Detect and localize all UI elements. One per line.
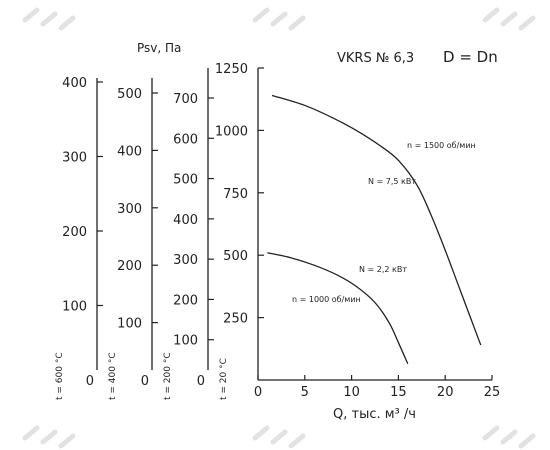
temp-tick-label: 200 bbox=[173, 293, 198, 308]
annotation-power-7-5: N = 7,5 кВт bbox=[368, 177, 416, 186]
x-axis-title: Q, тыс. м³ /ч bbox=[333, 407, 416, 422]
temp-tick-label: 0 bbox=[86, 374, 94, 389]
annotation-power-2-2: N = 2,2 кВт bbox=[359, 265, 407, 274]
temp-tick-label: 300 bbox=[173, 253, 198, 268]
temp-tick-label: 600 bbox=[173, 132, 198, 147]
temp-tick-label: 200 bbox=[62, 225, 87, 240]
y-tick-label: 1000 bbox=[215, 124, 248, 139]
temp-tick-label: 200 bbox=[117, 259, 142, 274]
curves bbox=[267, 94, 482, 365]
x-tick-label: 20 bbox=[437, 385, 454, 400]
temp-tick-label: 500 bbox=[173, 173, 198, 188]
temp-tick-label: 300 bbox=[117, 202, 142, 217]
chart-title: VKRS № 6,3 bbox=[337, 51, 414, 66]
x-tick-label: 15 bbox=[390, 385, 407, 400]
main-axes bbox=[257, 68, 492, 381]
x-tick-label: 10 bbox=[343, 385, 360, 400]
temp-tick-label: 400 bbox=[117, 144, 142, 159]
y-tick-label: 750 bbox=[223, 187, 248, 202]
temp-tick-label: 100 bbox=[62, 300, 87, 315]
annotation-speed-1000: n = 1000 об/мин bbox=[292, 295, 361, 304]
x-tick-label: 0 bbox=[254, 385, 262, 400]
y-tick-group: 250 500 750 1000 1250 bbox=[215, 62, 264, 327]
temp-tick-label: 400 bbox=[62, 76, 87, 91]
y-tick-label: 500 bbox=[223, 249, 248, 264]
temp-tick-label: 100 bbox=[117, 317, 142, 332]
temperature-axes: 0 100 200 300 400 0 100 200 300 400 500 0 100 200 300 4… bbox=[55, 68, 229, 400]
temperature-label: t = 600 °C bbox=[55, 352, 65, 400]
temp-tick-label: 400 bbox=[173, 213, 198, 228]
chart-subtitle: D = Dn bbox=[443, 48, 498, 66]
temp-tick-label: 0 bbox=[197, 374, 205, 389]
temp-tick-label: 700 bbox=[173, 92, 198, 107]
x-tick-label: 25 bbox=[484, 385, 501, 400]
temperature-label: t = 200 °C bbox=[163, 352, 173, 400]
temp-tick-label: 300 bbox=[62, 151, 87, 166]
x-tick-label: 5 bbox=[301, 385, 309, 400]
y-tick-label: 1250 bbox=[215, 62, 248, 77]
y-axis-title: Psv, Па bbox=[137, 41, 181, 55]
annotation-speed-1500: n = 1500 об/мин bbox=[407, 141, 476, 150]
series-line-1500-rpm bbox=[271, 94, 482, 346]
x-tick-group: 0 5 10 15 20 25 bbox=[254, 375, 500, 400]
temp-tick-label: 100 bbox=[173, 334, 198, 349]
series-line-1000-rpm bbox=[267, 252, 409, 365]
temperature-label: t = 400 °C bbox=[108, 352, 118, 400]
temperature-label: t = 20 °C bbox=[219, 358, 229, 400]
temp-tick-label: 500 bbox=[117, 87, 142, 102]
temp-tick-label: 0 bbox=[141, 374, 149, 389]
watermark bbox=[22, 7, 536, 449]
y-tick-label: 250 bbox=[223, 312, 248, 327]
